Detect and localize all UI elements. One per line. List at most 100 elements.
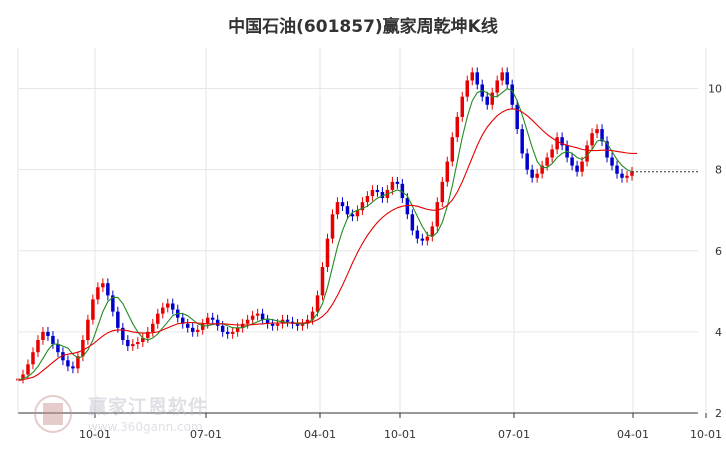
- candle: [515, 99, 519, 134]
- candle-body: [146, 331, 150, 338]
- candle-body: [530, 169, 534, 178]
- candle: [151, 318, 155, 337]
- candle: [76, 351, 80, 374]
- candle-body: [141, 337, 145, 343]
- candle: [255, 308, 260, 321]
- candle: [435, 197, 440, 232]
- candle-body: [570, 157, 574, 166]
- x-tick-label: 04-01: [617, 428, 649, 441]
- candle-body: [180, 317, 185, 324]
- watermark-brand: 赢家江恩软件: [88, 396, 209, 418]
- ma-short-line: [17, 87, 633, 382]
- candle: [605, 136, 609, 163]
- candle: [300, 318, 305, 331]
- candle: [240, 318, 245, 333]
- candle-body: [605, 141, 609, 158]
- candle-body: [61, 352, 65, 361]
- axes: 10 8 6 4 2 10-01 07-01 04-01 10-01 07-01 04-01 10-0…: [17, 48, 722, 441]
- candle: [375, 185, 380, 197]
- candle: [285, 314, 290, 327]
- candle-body: [620, 173, 624, 178]
- candle-body: [600, 129, 604, 142]
- candle-body: [240, 323, 245, 328]
- candle: [615, 160, 619, 179]
- candle-body: [450, 137, 455, 162]
- candle-body: [56, 344, 60, 353]
- candle-body: [470, 72, 475, 81]
- candle: [485, 91, 489, 110]
- candle: [445, 156, 450, 187]
- candle: [265, 314, 270, 329]
- candle-body: [315, 295, 320, 312]
- candle: [550, 144, 554, 163]
- candle-body: [325, 238, 330, 267]
- candle: [200, 318, 205, 335]
- candle-body: [26, 364, 30, 375]
- chart-title: 中国石油(601857)赢家周乾坤K线: [228, 17, 498, 37]
- candle: [370, 185, 375, 201]
- candle-body: [360, 202, 365, 211]
- grid-lines: [18, 48, 707, 414]
- candle-body: [555, 137, 559, 150]
- candle-body: [535, 173, 539, 178]
- candle-body: [465, 80, 470, 97]
- candle-body: [395, 181, 400, 184]
- candle-body: [250, 315, 255, 320]
- candle-body: [81, 340, 85, 357]
- candle: [315, 290, 320, 317]
- candle-body: [560, 137, 564, 146]
- candle: [101, 278, 105, 293]
- candle-body: [330, 214, 335, 239]
- candle: [440, 176, 445, 207]
- candle-body: [625, 175, 629, 178]
- candle-body: [630, 171, 634, 176]
- candle-body: [106, 283, 110, 296]
- candle-body: [335, 202, 340, 215]
- candle: [46, 327, 50, 341]
- candle-body: [425, 236, 430, 241]
- candle-body: [161, 307, 165, 314]
- candle: [620, 168, 624, 183]
- candle-body: [171, 303, 175, 310]
- candle: [335, 197, 340, 220]
- candle: [56, 339, 60, 358]
- candle-body: [190, 327, 195, 332]
- candle-body: [36, 340, 40, 353]
- candle-body: [590, 133, 594, 146]
- candle-body: [520, 129, 524, 154]
- candle-body: [375, 189, 380, 192]
- candle: [126, 335, 130, 351]
- candle-body: [420, 238, 425, 241]
- candle: [400, 178, 405, 203]
- y-tick-label: 10: [708, 83, 722, 96]
- candle: [325, 233, 330, 272]
- candle-body: [485, 96, 489, 105]
- candle-body: [455, 116, 460, 138]
- candle: [230, 327, 235, 339]
- candle: [595, 124, 599, 139]
- candle: [131, 339, 135, 351]
- candle: [590, 128, 594, 151]
- candle-body: [91, 299, 95, 320]
- candle: [156, 308, 160, 329]
- candle-body: [475, 72, 479, 85]
- candle-body: [156, 313, 160, 324]
- candle-body: [545, 157, 549, 166]
- candle-body: [86, 319, 90, 340]
- seal-logo-icon: [34, 395, 72, 433]
- candle-body: [320, 267, 325, 296]
- candle: [295, 318, 300, 331]
- candle: [185, 318, 190, 333]
- candle: [345, 201, 350, 220]
- ma-long-line: [17, 108, 637, 382]
- candle-body: [295, 323, 300, 326]
- candle-body: [390, 181, 395, 190]
- candle: [450, 132, 455, 167]
- candle: [116, 306, 120, 333]
- candle-body: [275, 323, 280, 326]
- y-tick-label: 4: [715, 326, 722, 339]
- candle-body: [345, 206, 350, 215]
- candle: [305, 314, 310, 329]
- candle-body: [350, 214, 355, 217]
